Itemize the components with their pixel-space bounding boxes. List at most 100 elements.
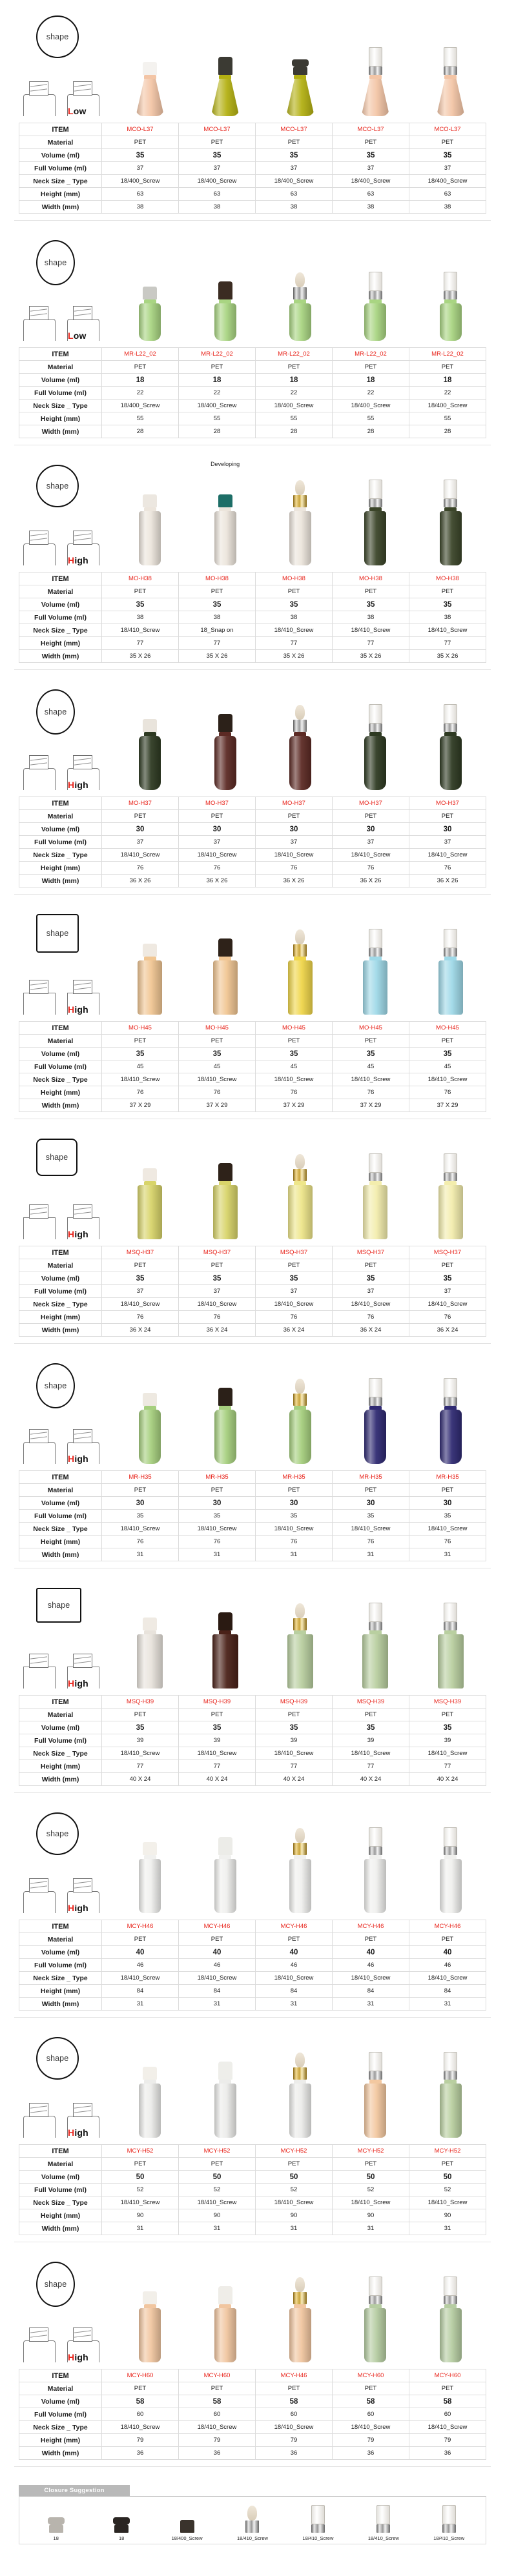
bottle-cell[interactable] [338,2031,413,2138]
cell-width: 38 [255,200,333,214]
bottle-cell[interactable] [338,458,413,565]
cell-width: 28 [255,425,333,438]
closure-item[interactable]: 18 [93,2503,150,2541]
table-row: Full Volume (ml) 22 22 22 22 22 [19,386,486,400]
disc-closure-icon [113,2503,130,2533]
screwcap-closure-icon [143,1168,158,1181]
cell-item: MCY-H46 [409,1920,486,1933]
bottle-image [289,1379,311,1464]
bottle-cell[interactable] [338,1581,413,1689]
cell-neck: 18/410_Screw [178,848,256,862]
bottle-cell[interactable] [413,1132,488,1239]
bottle-cell[interactable] [113,458,187,565]
bottle-cell[interactable] [263,2255,337,2362]
developing-tag: Developing [211,461,240,467]
neck-diagram [21,753,58,790]
screwcap-closure-icon [143,719,158,732]
bottle-cell[interactable] [338,2255,413,2362]
bottle-image [214,2062,236,2138]
bottle-cell[interactable] [338,9,413,116]
bottle-cell[interactable] [113,1357,187,1464]
bottle-image [212,938,238,1015]
bottle-cell[interactable] [113,2031,187,2138]
bottle-cell[interactable] [338,234,413,341]
bottle-cell[interactable] [113,2255,187,2362]
cell-volume: 35 [332,1047,409,1060]
bottle-cell[interactable] [263,2031,337,2138]
bottle-cell[interactable] [113,1132,187,1239]
bottle-cell[interactable] [413,2031,488,2138]
bottle-body [214,1859,236,1913]
cell-width: 31 [255,1997,333,2011]
neck-diagram: High [65,1651,102,1689]
bottle-cell[interactable] [188,9,262,116]
bottle-neck [143,299,156,303]
bottle-body [212,1634,238,1689]
bottle-cell[interactable] [413,683,488,790]
row-header-material: Material [19,1932,102,1946]
cell-material: PET [332,809,409,823]
cell-material: PET [409,1034,486,1048]
bottle-cell[interactable] [338,683,413,790]
bottle-cell[interactable] [188,683,262,790]
closure-item[interactable]: 18/410_Screw [224,2503,281,2541]
table-row: Volume (ml) 35 35 35 35 35 [19,1047,486,1060]
bottle-cell[interactable] [188,2255,262,2362]
bottle-cell[interactable] [263,234,337,341]
bottle-cell[interactable] [113,908,187,1015]
bottle-cell[interactable]: Developing [188,458,262,565]
bottle-cell[interactable] [413,2255,488,2362]
bottle-neck [369,299,382,303]
cell-width: 28 [101,425,179,438]
closure-item[interactable]: 18 [28,2503,85,2541]
bottle-cell[interactable] [413,458,488,565]
cell-item: MR-L22_02 [101,347,179,361]
cell-height: 76 [332,1086,409,1099]
bottle-cell[interactable] [113,683,187,790]
bottle-cell[interactable] [113,1806,187,1913]
bottle-cell[interactable] [263,1132,337,1239]
bottle-cell[interactable] [188,908,262,1015]
bottle-cell[interactable] [188,234,262,341]
table-row: Full Volume (ml) 37 37 37 37 37 [19,835,486,849]
bottle-cell[interactable] [188,2031,262,2138]
bottle-image [287,1154,313,1239]
cell-neck: 18/410_Screw [178,1747,256,1760]
bottle-cell[interactable] [413,1581,488,1689]
bottle-cell[interactable] [413,1357,488,1464]
bottle-cell[interactable] [338,1132,413,1239]
bottle-cell[interactable] [413,1806,488,1913]
bottle-cell[interactable] [263,1357,337,1464]
bottle-cell[interactable] [413,9,488,116]
closure-item[interactable]: 18/400_Screw [159,2503,216,2541]
bottle-cell[interactable] [188,1581,262,1689]
cell-volume: 35 [409,1721,486,1734]
bottle-cell[interactable] [188,1132,262,1239]
bottle-cell[interactable] [263,1806,337,1913]
bottle-cell[interactable] [263,1581,337,1689]
bottle-cell[interactable] [263,458,337,565]
bottle-cell[interactable] [113,1581,187,1689]
bottle-cell[interactable] [338,1806,413,1913]
closure-item[interactable]: 18/410_Screw [420,2503,477,2541]
neck-diagram-body [67,1217,99,1239]
bottle-cell[interactable] [113,9,187,116]
bottle-cell[interactable] [188,1806,262,1913]
bottle-cell[interactable] [188,1357,262,1464]
bottle-cell[interactable] [413,234,488,341]
bottle-cell[interactable] [413,908,488,1015]
cell-height: 76 [101,1086,179,1099]
tallcap-closure-icon [218,1612,232,1630]
bottle-cell[interactable] [338,1357,413,1464]
closure-item[interactable]: 18/410_Screw [289,2503,346,2541]
bottle-body [439,511,462,565]
bottle-cell[interactable] [113,234,187,341]
cell-item: MO-H37 [255,796,333,810]
bottle-cell[interactable] [338,908,413,1015]
row-header-volume: Volume (ml) [19,1047,102,1060]
row-header-width: Width (mm) [19,2446,102,2460]
bottle-cell[interactable] [263,908,337,1015]
closure-item[interactable]: 18/410_Screw [355,2503,412,2541]
bottle-cell[interactable] [263,683,337,790]
bottle-cell[interactable] [263,9,337,116]
